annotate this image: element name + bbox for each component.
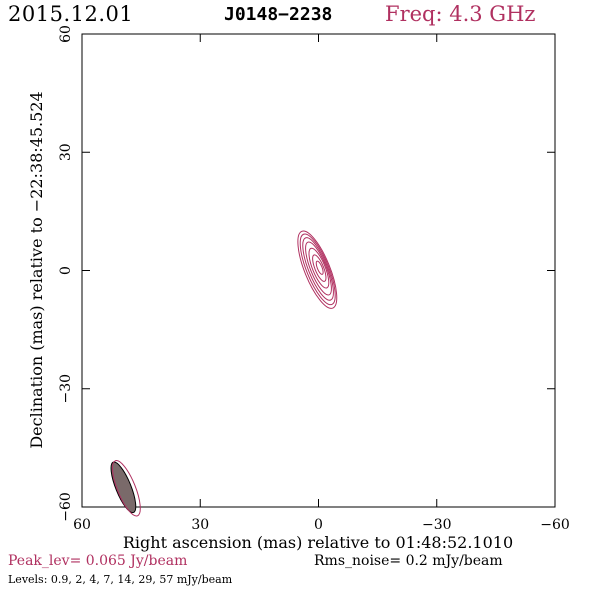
rms-noise: Rms_noise= 0.2 mJy/beam	[314, 553, 503, 569]
y-tick-label: 60	[58, 25, 74, 43]
beam-outline	[111, 460, 141, 517]
contour-line	[308, 247, 330, 289]
axis-ticks	[81, 33, 556, 508]
beam-group	[110, 460, 141, 517]
x-tick-label: −30	[422, 517, 452, 533]
peak-level: Peak_lev= 0.065 Jy/beam	[8, 553, 188, 569]
source-name: J0148−2238	[224, 4, 333, 25]
y-tick-label: −30	[58, 374, 74, 404]
x-tick-label: 0	[314, 517, 323, 533]
contour-group	[297, 230, 338, 309]
y-tick-label: 30	[58, 143, 74, 161]
frequency-label: Freq: 4.3 GHz	[385, 2, 536, 26]
contour-line	[299, 233, 336, 306]
contour-line	[297, 230, 338, 309]
x-tick-label: 60	[73, 517, 91, 533]
x-axis-label: Right ascension (mas) relative to 01:48:…	[123, 533, 513, 552]
y-tick-label: −60	[58, 492, 74, 522]
contour-line	[305, 241, 332, 296]
contour-line	[312, 254, 327, 282]
tick-labels: 60 30 0 −30 −60 −60 −30 0 30 60	[58, 25, 570, 533]
contour-line	[302, 237, 334, 301]
x-tick-label: −60	[540, 517, 570, 533]
x-tick-label: 30	[191, 517, 209, 533]
y-axis-label: Declination (mas) relative to −22:38:45.…	[27, 91, 46, 448]
y-tick-label: 0	[58, 266, 74, 275]
observation-date: 2015.12.01	[8, 2, 134, 26]
contour-line	[315, 260, 324, 275]
contour-levels: Levels: 0.9, 2, 4, 7, 14, 29, 57 mJy/bea…	[8, 573, 233, 586]
